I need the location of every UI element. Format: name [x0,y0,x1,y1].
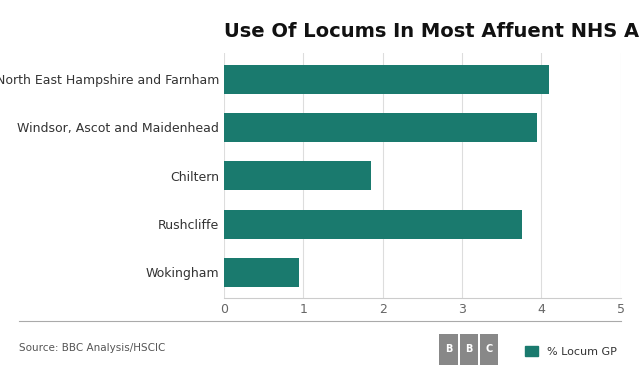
Bar [224,258,300,287]
Bar [224,113,538,142]
Text: B: B [465,344,472,354]
Legend: % Locum GP: % Locum GP [521,342,621,361]
Bar [440,334,458,365]
Bar [480,334,498,365]
Text: Use Of Locums In Most Affuent NHS Areas: Use Of Locums In Most Affuent NHS Areas [224,22,640,41]
Bar [224,161,371,190]
Text: B: B [445,344,452,354]
Text: C: C [486,344,493,354]
Bar [224,65,549,94]
Text: Source: BBC Analysis/HSCIC: Source: BBC Analysis/HSCIC [19,343,166,353]
Bar [224,210,522,238]
Bar [460,334,478,365]
